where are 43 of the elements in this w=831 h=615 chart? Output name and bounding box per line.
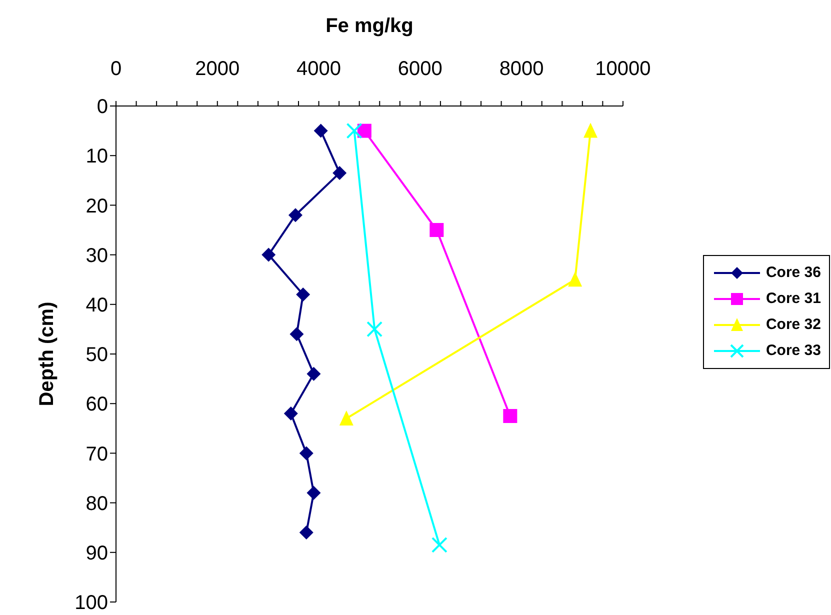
point [296,287,310,302]
point [366,321,383,338]
y-tick-label: 50 [86,344,108,366]
point [262,248,276,262]
x-tick-label: 0 [110,58,122,80]
point [314,124,328,138]
y-tick-label: 40 [86,294,108,316]
y-tick-label: 10 [86,146,108,168]
y-tick-label: 100 [74,592,108,614]
point [306,366,321,381]
y-tick-label: 30 [86,244,108,267]
point [346,122,362,139]
x-tick-label: 4000 [296,58,342,80]
point [431,536,448,553]
y-tick-label: 60 [86,394,108,416]
y-tick-label: 80 [86,492,108,515]
legend-label: Core 36 [766,264,821,281]
point [357,124,372,138]
x-tick-label: 6000 [398,58,442,80]
y-tick-label: 0 [96,96,108,118]
point [584,122,598,138]
y-tick-label: 70 [86,443,108,466]
point [284,406,298,421]
x-axis-title: Fe mg/kg [326,15,414,37]
legend-label: Core 31 [766,290,821,307]
point [430,223,444,237]
point [332,166,347,180]
point [299,526,314,540]
point [503,409,518,423]
x-tick-label: 8000 [499,58,544,80]
point [568,272,582,287]
x-tick-label: 10000 [595,58,651,80]
point [339,410,354,426]
y-axis-title: Depth (cm) [36,302,58,406]
x-tick-label: 2000 [195,58,240,80]
point [299,446,314,460]
y-tick-label: 90 [86,542,108,564]
point [306,486,321,500]
legend-label: Core 33 [766,342,821,359]
y-tick-label: 20 [86,195,108,218]
point [288,208,302,222]
point [290,327,304,342]
legend-label: Core 32 [766,316,821,333]
